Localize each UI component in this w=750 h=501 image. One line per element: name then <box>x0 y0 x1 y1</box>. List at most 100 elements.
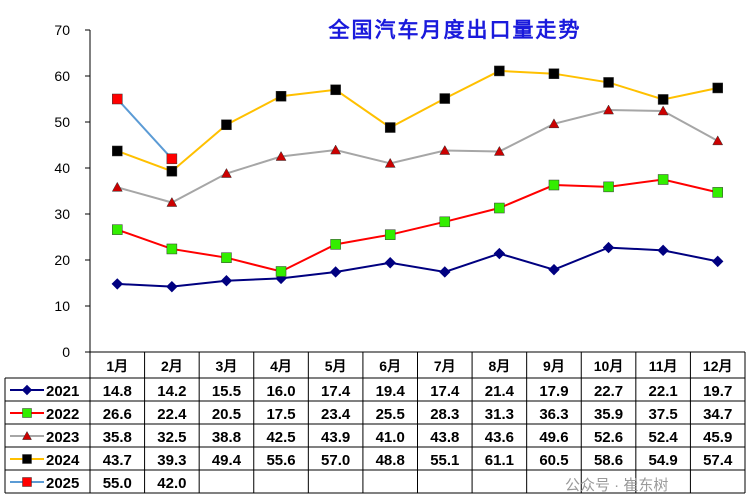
data-point-2021 <box>166 280 178 293</box>
data-point-2023 <box>548 118 560 129</box>
data-point-2022 <box>548 179 560 191</box>
data-point-2021 <box>384 257 396 269</box>
table-cell: 48.8 <box>376 452 405 469</box>
data-point-2021 <box>602 241 615 254</box>
data-point-2024 <box>494 65 505 77</box>
table-cell: 28.3 <box>430 406 459 423</box>
series-line-2024 <box>116 69 718 173</box>
table-cell: 16.0 <box>266 383 295 400</box>
y-tick-label: 60 <box>54 68 70 84</box>
data-point-2022 <box>603 181 614 193</box>
table-cell: 43.7 <box>103 452 132 469</box>
data-point-2023 <box>111 181 123 192</box>
x-category-label: 2月 <box>161 358 183 374</box>
watermark: 公众号 · 崔东树 <box>565 477 669 494</box>
data-point-2021 <box>712 255 724 268</box>
table-cell: 61.1 <box>485 452 514 469</box>
y-tick-label: 50 <box>54 114 70 130</box>
table-cell: 39.3 <box>157 452 186 469</box>
table-cell: 58.6 <box>594 452 623 469</box>
x-category-label: 9月 <box>543 358 565 374</box>
x-category-label: 4月 <box>270 358 292 374</box>
table-cell: 22.4 <box>157 406 187 423</box>
legend-marker-2022 <box>22 408 32 418</box>
table-cell: 57.0 <box>321 452 350 469</box>
table-cell: 49.4 <box>212 452 242 469</box>
data-point-2021 <box>220 274 233 287</box>
data-point-2022 <box>330 239 341 250</box>
data-point-2022 <box>112 224 123 235</box>
table-cell: 52.6 <box>594 429 623 446</box>
series-line-2021 <box>117 246 718 288</box>
x-category-label: 8月 <box>488 358 510 374</box>
data-point-2021 <box>548 263 560 276</box>
legend-marker-2021 <box>21 384 33 396</box>
legend-marker-2024 <box>22 454 32 464</box>
series-line-2022 <box>116 178 718 273</box>
table-cell: 21.4 <box>485 383 515 400</box>
table-cell: 17.5 <box>266 406 295 423</box>
y-tick-label: 30 <box>54 206 70 222</box>
table-cell: 20.5 <box>212 406 241 423</box>
table-cell: 14.8 <box>103 383 132 400</box>
table-cell: 35.8 <box>103 429 132 446</box>
data-point-2024 <box>657 94 669 105</box>
data-point-2024 <box>112 145 123 157</box>
data-point-2024 <box>166 165 178 177</box>
data-point-2024 <box>603 77 614 88</box>
data-point-2022 <box>166 243 178 255</box>
table-cell: 35.9 <box>594 406 623 423</box>
data-point-2023 <box>275 150 287 161</box>
table-cell: 45.9 <box>703 429 732 446</box>
table-cell: 17.4 <box>430 383 460 400</box>
table-cell: 17.9 <box>539 383 568 400</box>
legend-marker-2023 <box>22 430 32 440</box>
data-point-2025 <box>112 93 123 105</box>
x-category-label: 3月 <box>216 358 238 374</box>
data-point-2023 <box>330 144 342 155</box>
data-point-2023 <box>657 105 669 116</box>
legend-label: 2024 <box>46 452 80 469</box>
data-point-2023 <box>384 157 396 168</box>
table-cell: 54.9 <box>649 452 678 469</box>
data-point-2024 <box>275 90 287 102</box>
data-point-2021 <box>657 244 669 257</box>
table-cell: 57.4 <box>703 452 733 469</box>
data-point-2023 <box>712 135 724 146</box>
table-cell: 15.5 <box>212 383 241 400</box>
x-category-label: 12月 <box>703 358 733 374</box>
table-cell: 42.5 <box>266 429 295 446</box>
table-cell: 41.0 <box>376 429 405 446</box>
data-point-2021 <box>111 278 123 290</box>
x-category-label: 10月 <box>594 358 624 374</box>
data-point-2022 <box>275 266 287 277</box>
table-cell: 55.1 <box>430 452 459 469</box>
y-tick-label: 70 <box>54 22 70 38</box>
data-point-2024 <box>330 84 341 96</box>
x-category-label: 5月 <box>325 358 347 374</box>
data-point-2023 <box>166 196 178 207</box>
legend-label: 2021 <box>46 383 79 400</box>
table-cell: 42.0 <box>157 475 186 492</box>
x-category-label: 7月 <box>434 358 456 374</box>
y-tick-label: 20 <box>54 252 70 268</box>
data-point-2022 <box>384 229 396 240</box>
data-point-2023 <box>603 104 614 115</box>
chart-title: 全国汽车月度出口量走势 <box>328 17 582 42</box>
data-point-2024 <box>439 93 451 104</box>
table-cell: 31.3 <box>485 406 514 423</box>
data-point-2025 <box>166 153 178 165</box>
table-cell: 43.9 <box>321 429 350 446</box>
data-point-2024 <box>221 119 232 131</box>
data-point-2024 <box>712 82 723 94</box>
table-cell: 19.7 <box>703 383 732 400</box>
table-cell: 26.6 <box>103 406 132 423</box>
x-category-label: 1月 <box>106 358 128 374</box>
table-cell: 55.6 <box>266 452 295 469</box>
table-cell: 22.7 <box>594 383 623 400</box>
table-cell: 19.4 <box>376 383 406 400</box>
table-cell: 32.5 <box>157 429 186 446</box>
y-tick-label: 10 <box>54 298 70 314</box>
